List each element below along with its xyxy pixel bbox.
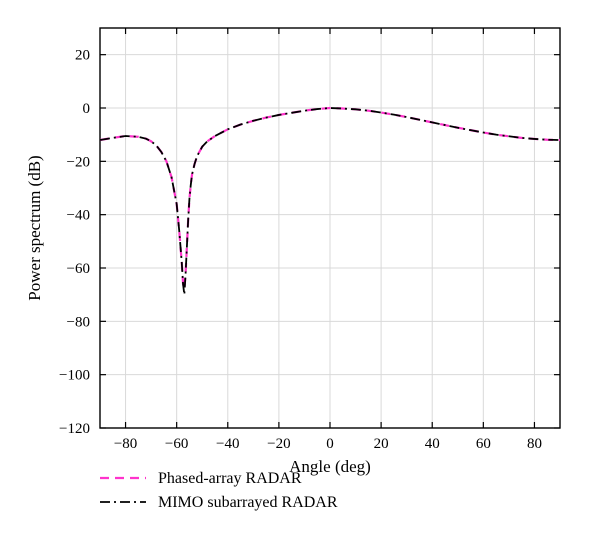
x-tick-label: −60 <box>165 436 188 452</box>
chart-svg: −80 −60 −40 −20 0 20 40 60 80 −120 −100 −80 −60 −40 −2… <box>0 0 600 544</box>
y-tick-label: 20 <box>75 48 90 64</box>
y-tick-label: −20 <box>67 154 90 170</box>
x-tick-label: −80 <box>114 436 137 452</box>
y-tick-label: 0 <box>83 101 91 117</box>
y-tick-label: −40 <box>67 208 90 224</box>
legend-label: Phased-array RADAR <box>158 470 302 487</box>
y-axis-label: Power spectrum (dB) <box>25 155 44 300</box>
x-tick-label: 40 <box>425 436 440 452</box>
y-tick-label: −100 <box>59 368 90 384</box>
x-tick-label: −20 <box>267 436 290 452</box>
y-tick-label: −120 <box>59 421 90 437</box>
x-tick-label: −40 <box>216 436 239 452</box>
legend-label: MIMO subarrayed RADAR <box>158 494 338 511</box>
x-tick-label: 60 <box>476 436 491 452</box>
x-tick-label: 20 <box>374 436 389 452</box>
chart-container: −80 −60 −40 −20 0 20 40 60 80 −120 −100 −80 −60 −40 −2… <box>0 0 600 544</box>
y-tick-label: −60 <box>67 261 90 277</box>
y-tick-label: −80 <box>67 314 90 330</box>
x-tick-label: 80 <box>527 436 542 452</box>
x-tick-label: 0 <box>326 436 334 452</box>
